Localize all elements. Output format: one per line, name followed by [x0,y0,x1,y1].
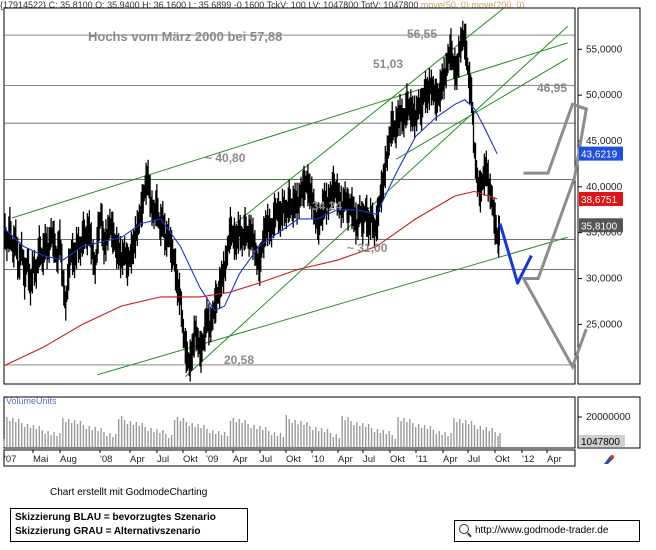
y-tick-label: 40,0000 [586,182,623,193]
x-tick-label: Apr [338,454,353,465]
price-tag-label: 43,6219 [581,150,618,161]
price-bars [4,20,500,382]
x-tick-label: '07 [4,454,16,465]
y-tick-label: 35,0000 [586,228,623,239]
price-tag [579,218,623,233]
y-tick-label: 25,0000 [586,319,623,330]
quote-values: C: 35,8100 O: 35,9400 H: 36,1600 L: 35,6… [48,0,419,10]
quote-header: {17914522} C: 35,8100 O: 35,9400 H: 36,1… [0,0,645,10]
annotation-label: ~ 31,00 [347,241,388,255]
x-tick-label: '08 [100,454,112,465]
x-tick-label: Okt [390,454,405,465]
x-tick-label: '12 [522,454,534,465]
y-tick-label: 50,0000 [586,90,623,101]
x-tick-label: Jul [363,454,375,465]
x-tick-label: '11 [416,454,428,465]
ma50-line [4,99,498,312]
x-tick-label: Jul [260,454,272,465]
source-url: http://www.godmode-trader.de [475,525,609,536]
ma200-line [4,190,498,367]
y-tick-label: 45,0000 [586,136,623,147]
price-tag-label: 35,8100 [581,221,618,232]
x-tick-label: '09 [206,454,218,465]
legend-blue-text: Skizzierung BLAU = bevorzugtes Szenario [15,512,216,523]
chart-credit: Chart erstellt mit GodmodeCharting [50,487,208,498]
x-tick-label: Apr [443,454,458,465]
trendline [395,58,568,160]
price-tag [579,191,623,206]
trendline [185,25,568,378]
scenario-blue [498,223,533,285]
x-tick-label: Okt [286,454,301,465]
annotation-label: ~ 40,80 [205,151,246,165]
annotation-label: 34,24 [312,199,342,213]
volume-last-label: 1047800 [581,437,620,448]
x-tick-label: Apr [233,454,248,465]
x-tick-label: Aug [60,454,77,465]
moving-average-label: move(50, 0) move(200, 0) [420,0,525,10]
annotation-label: 20,58 [224,353,254,367]
time-axis-panel [3,449,576,467]
annotation-label: 46,95 [537,81,567,95]
x-tick-label: Mai [33,454,48,465]
scenario-legend: Skizzierung BLAU = bevorzugtes Szenario … [10,508,248,542]
price-tag [579,146,623,161]
trendline [96,236,568,376]
chart-settings-icon[interactable] [602,452,616,466]
volume-axis-label: 20000000 [586,412,631,423]
x-tick-label: Apr [130,454,145,465]
legend-gray-text: Skizzierung GRAU = Alternativszenario [15,526,201,537]
volume-label: VolumeUnits [6,396,57,406]
volume-last-tag [579,435,625,447]
y-tick-label: 55,0000 [586,44,623,55]
x-tick-label: Okt [183,454,198,465]
annotation-label: Hochs vom März 2000 bei 57,88 [88,29,282,44]
x-tick-label: Apr [547,454,562,465]
y-tick-label: 30,0000 [586,274,623,285]
symbol-id: {17914522} [0,0,47,10]
annotation-label: 56,55 [407,27,437,41]
source-link[interactable]: http://www.godmode-trader.de [454,520,640,542]
scenario-gray [520,102,588,371]
x-tick-label: Okt [495,454,510,465]
x-tick-label: '10 [312,454,324,465]
x-tick-label: Jul [468,454,480,465]
trendline [11,42,568,219]
magnifier-icon [459,524,469,534]
x-tick-label: Jul [157,454,169,465]
price-tag-label: 38,6751 [581,195,618,206]
annotation-label: 51,03 [373,57,403,71]
